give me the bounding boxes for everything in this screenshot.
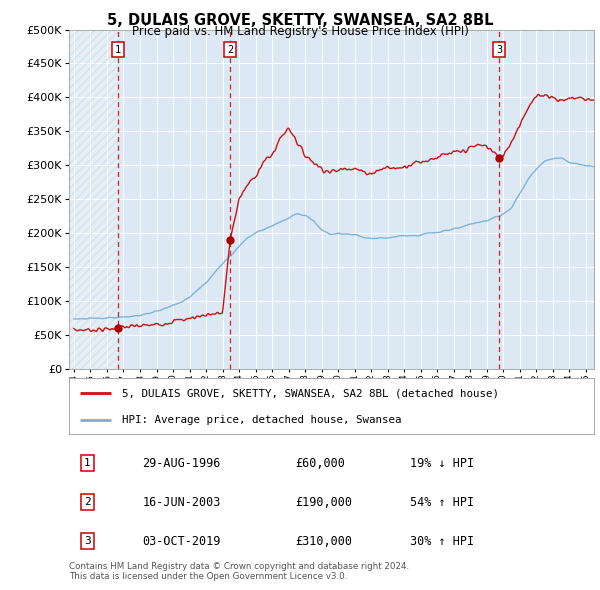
Text: 30% ↑ HPI: 30% ↑ HPI [410,535,475,548]
Text: 1: 1 [115,45,121,55]
Text: 54% ↑ HPI: 54% ↑ HPI [410,496,475,509]
Text: 2: 2 [227,45,233,55]
Text: 1: 1 [84,458,91,468]
Text: 16-JUN-2003: 16-JUN-2003 [143,496,221,509]
Text: 5, DULAIS GROVE, SKETTY, SWANSEA, SA2 8BL: 5, DULAIS GROVE, SKETTY, SWANSEA, SA2 8B… [107,13,493,28]
Text: £190,000: £190,000 [295,496,352,509]
Text: Contains HM Land Registry data © Crown copyright and database right 2024.
This d: Contains HM Land Registry data © Crown c… [69,562,409,581]
Text: 2: 2 [84,497,91,507]
Text: 19% ↓ HPI: 19% ↓ HPI [410,457,475,470]
Text: £60,000: £60,000 [295,457,344,470]
Text: 03-OCT-2019: 03-OCT-2019 [143,535,221,548]
Text: Price paid vs. HM Land Registry's House Price Index (HPI): Price paid vs. HM Land Registry's House … [131,25,469,38]
Text: 5, DULAIS GROVE, SKETTY, SWANSEA, SA2 8BL (detached house): 5, DULAIS GROVE, SKETTY, SWANSEA, SA2 8B… [121,388,499,398]
Text: 29-AUG-1996: 29-AUG-1996 [143,457,221,470]
Text: £310,000: £310,000 [295,535,352,548]
Text: 3: 3 [84,536,91,546]
Text: HPI: Average price, detached house, Swansea: HPI: Average price, detached house, Swan… [121,415,401,425]
Text: 3: 3 [496,45,502,55]
